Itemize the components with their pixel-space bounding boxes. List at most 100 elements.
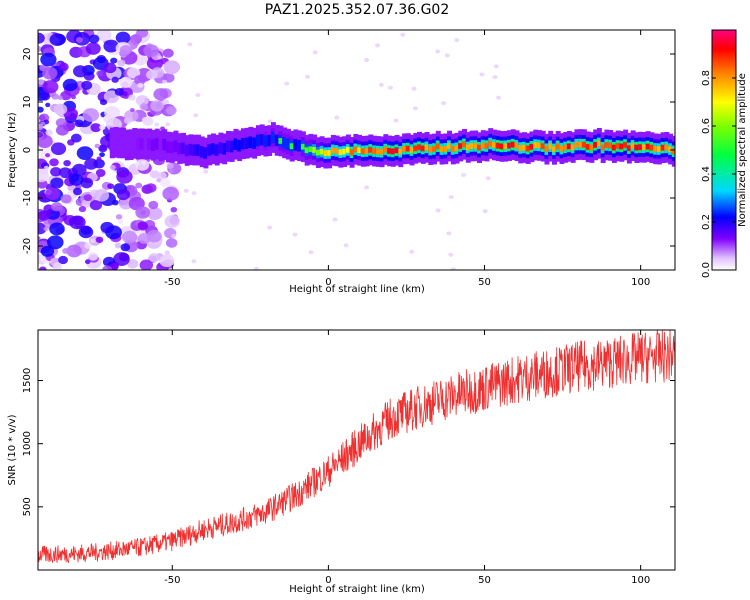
ridge-cell (510, 141, 516, 148)
noise-cell (364, 185, 370, 190)
noise-cell (454, 38, 460, 43)
ridge-cell (420, 145, 426, 152)
ridge-cell (409, 147, 415, 153)
ridge-cell (488, 140, 494, 147)
ridge-cell (634, 144, 640, 151)
ridge-cell (469, 143, 475, 149)
ridge-cell (563, 144, 569, 151)
ridge-cell (477, 144, 482, 151)
noise-cell (141, 116, 150, 124)
ridge-cell (304, 147, 310, 154)
noise-cell (89, 199, 103, 211)
ridge-cell (623, 142, 629, 148)
ridge-cell (375, 148, 381, 155)
ridge-cell (626, 145, 632, 152)
noise-cell (75, 36, 83, 43)
noise-cell (203, 169, 209, 174)
noise-cell (136, 30, 149, 38)
noise-cell (78, 206, 87, 213)
noise-cell (127, 259, 139, 269)
snr-y-label: SNR (10 * v/v) (7, 414, 18, 485)
ridge-cell (147, 138, 153, 150)
ridge-cell (398, 148, 404, 155)
noise-cell (374, 43, 380, 48)
noise-cell (40, 245, 55, 257)
noise-cell (450, 267, 456, 270)
noise-cell (162, 186, 180, 201)
ridge-cell (656, 146, 662, 152)
noise-cell (393, 118, 399, 123)
ridge-cell (109, 137, 115, 149)
ridge-cell (154, 138, 160, 150)
noise-cell (99, 152, 105, 158)
noise-cell (150, 100, 164, 112)
noise-cell (411, 86, 417, 91)
noise-cell (135, 206, 151, 219)
noise-cell (103, 62, 117, 74)
noise-cell (116, 170, 133, 184)
ridge-cell (248, 136, 254, 149)
noise-cell (461, 172, 467, 177)
ridge-cell (492, 142, 497, 148)
x-tick-label: 50 (478, 575, 491, 586)
noise-cell (40, 121, 46, 126)
ridge-cell (244, 137, 250, 149)
noise-cell (496, 95, 502, 100)
ridge-cell (143, 138, 149, 150)
noise-cell (38, 134, 53, 148)
noise-cell (126, 67, 141, 79)
ridge-cell (267, 134, 273, 147)
ridge-cell (263, 135, 269, 147)
x-tick-label: 100 (631, 277, 650, 288)
noise-cell (113, 252, 130, 266)
noise-cell (38, 169, 49, 183)
x-tick-label: 0 (325, 277, 331, 288)
ridge-cell (158, 140, 164, 152)
spectrogram-x-ticks: -50 0 50 100 (164, 30, 650, 288)
ridge-cell (484, 143, 490, 149)
ridge-cell (619, 143, 625, 150)
spectrogram-plot-area (38, 30, 675, 270)
noise-cell (94, 189, 110, 202)
noise-cell (38, 32, 45, 44)
noise-cell (163, 60, 180, 75)
noise-cell (153, 88, 169, 101)
noise-cell (83, 194, 93, 202)
ridge-cell (233, 138, 239, 151)
ridge-cell (615, 143, 621, 149)
noise-cell (78, 226, 94, 239)
noise-cell (62, 247, 70, 254)
ridge-cell (671, 148, 675, 155)
noise-cell (139, 259, 154, 270)
ridge-cell (394, 147, 400, 154)
noise-cell (88, 252, 99, 261)
noise-cell (96, 30, 112, 42)
ridge-cell (521, 144, 527, 151)
noise-cell (149, 170, 160, 179)
noise-cell (90, 123, 102, 133)
noise-cell (52, 262, 63, 270)
snr-series-line (38, 330, 675, 564)
ridge-cell (454, 145, 460, 152)
noise-cell (111, 76, 119, 83)
ridge-cell (323, 150, 329, 157)
noise-cell (292, 232, 298, 237)
noise-cell (76, 146, 94, 160)
noise-cell (193, 113, 199, 118)
figure-title: PAZ1.2025.352.07.36.G02 (265, 2, 450, 18)
ridge-cell (229, 140, 235, 153)
noise-cell (146, 56, 164, 71)
noise-cell (114, 242, 122, 249)
noise-cell (88, 34, 100, 44)
noise-cell (191, 259, 197, 264)
ridge-cell (428, 146, 434, 153)
noise-cell (45, 129, 53, 136)
noise-cell (68, 173, 84, 186)
noise-cell (84, 259, 91, 265)
noise-cell (412, 106, 418, 111)
ridge-cell (390, 148, 396, 155)
noise-cell (73, 187, 83, 196)
noise-cell (63, 159, 71, 167)
noise-cell (157, 55, 163, 60)
noise-cell (40, 92, 51, 101)
